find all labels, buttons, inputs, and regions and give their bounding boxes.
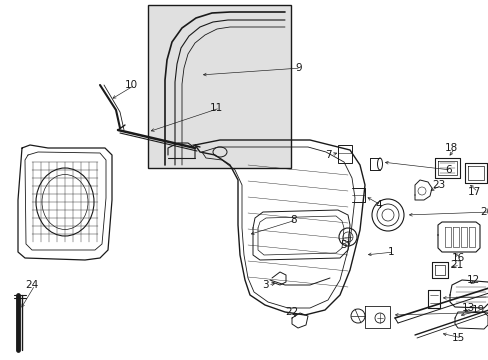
Text: 23: 23 (431, 180, 445, 190)
Text: 24: 24 (25, 280, 38, 290)
Text: 10: 10 (125, 80, 138, 90)
Text: 15: 15 (451, 333, 464, 343)
Text: 9: 9 (294, 63, 301, 73)
Text: 21: 21 (449, 260, 462, 270)
Bar (337, 145, 351, 163)
Text: 8: 8 (289, 215, 296, 225)
Text: 5: 5 (339, 240, 346, 250)
Text: 7: 7 (325, 150, 331, 160)
Text: 17: 17 (467, 187, 480, 197)
Text: 20: 20 (479, 207, 488, 217)
Text: 13: 13 (461, 303, 474, 313)
Text: 11: 11 (209, 103, 223, 113)
Text: 3: 3 (262, 280, 268, 290)
Text: 6: 6 (444, 165, 451, 175)
Text: 22: 22 (285, 307, 298, 317)
Bar (148, 5, 290, 168)
Text: 1: 1 (387, 247, 394, 257)
Text: 4: 4 (374, 200, 381, 210)
Text: 16: 16 (451, 253, 464, 263)
Text: 18: 18 (444, 143, 457, 153)
Text: 19: 19 (471, 305, 484, 315)
Text: 12: 12 (466, 275, 479, 285)
